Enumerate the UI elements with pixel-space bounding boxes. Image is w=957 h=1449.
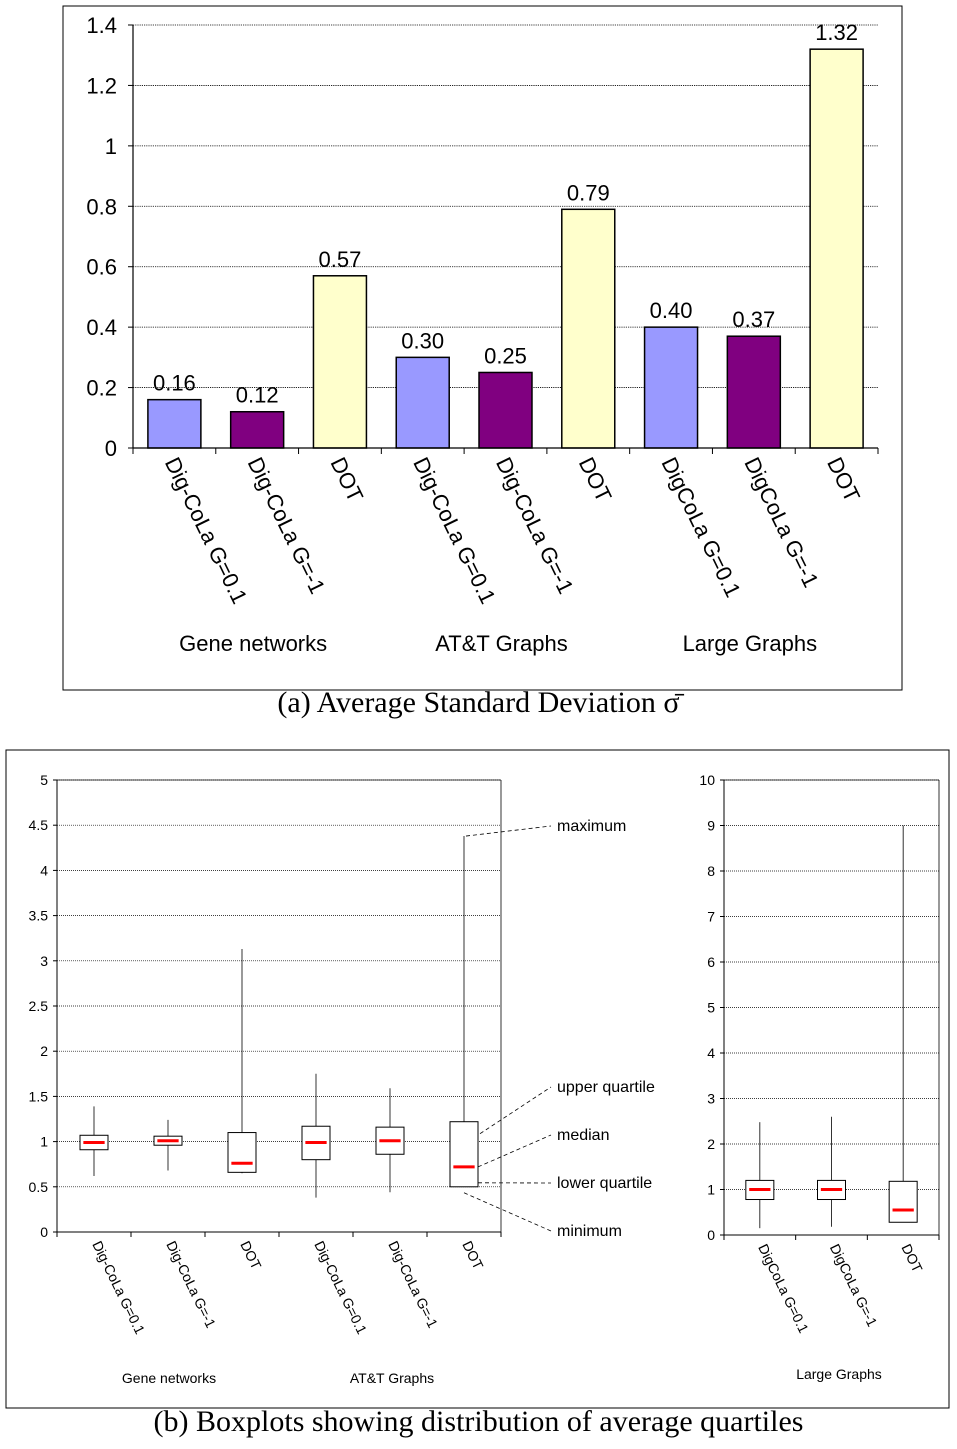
a-group-label: AT&T Graphs <box>435 631 567 656</box>
b-y-tick-label: 2 <box>40 1043 48 1059</box>
b-y-tick-label: 3 <box>40 953 48 969</box>
a-bar <box>643 326 699 449</box>
b-y-tick-label: 3.5 <box>29 908 49 924</box>
b-box <box>227 1132 257 1173</box>
a-group-label: Large Graphs <box>683 631 818 656</box>
a-bar <box>229 410 285 449</box>
chart-b-frame <box>5 749 950 1409</box>
b-y-tick-label: 9 <box>707 818 715 834</box>
b-y-tick-label: 5 <box>40 772 48 788</box>
a-bar-value-label: 0.25 <box>484 343 527 368</box>
a-bar <box>147 398 202 449</box>
caption-b: (b) Boxplots showing distribution of ave… <box>153 1405 804 1438</box>
a-bar <box>561 208 616 449</box>
b-y-tick-label: 0.5 <box>29 1179 49 1195</box>
a-bar <box>809 48 864 449</box>
a-y-tick-label: 0.4 <box>86 315 117 340</box>
b-y-tick-label: 1 <box>40 1134 48 1150</box>
a-bar-value-label: 0.40 <box>650 298 693 323</box>
b-box <box>449 1121 479 1188</box>
a-bar-value-label: 0.79 <box>567 180 610 205</box>
b-y-tick-label: 6 <box>707 954 715 970</box>
a-y-tick-label: 0.6 <box>86 255 117 280</box>
b-y-tick-label: 4 <box>707 1045 715 1061</box>
b-box <box>888 1180 918 1223</box>
a-bar <box>726 335 782 449</box>
b-y-tick-label: 1 <box>707 1182 715 1198</box>
b-annotation-label: lower quartile <box>557 1175 652 1192</box>
b-annotation-label: maximum <box>557 818 626 835</box>
a-y-tick-label: 0 <box>105 436 117 461</box>
a-y-tick-label: 1 <box>105 134 117 159</box>
a-bar-value-label: 0.12 <box>236 383 279 408</box>
a-y-tick-label: 1.4 <box>86 13 117 38</box>
b-y-tick-label: 3 <box>707 1091 715 1107</box>
a-bar-value-label: 0.37 <box>732 307 775 332</box>
b-annotation-leader <box>465 825 552 837</box>
b-y-tick-label: 8 <box>707 863 715 879</box>
a-y-tick-label: 1.2 <box>86 73 117 98</box>
b-y-tick-label: 4.5 <box>29 817 49 833</box>
b-y-tick-label: 0 <box>40 1224 48 1240</box>
b-annotation-label: minimum <box>557 1223 622 1240</box>
b-y-tick-label: 4 <box>40 862 48 878</box>
b-y-tick-label: 10 <box>699 772 715 788</box>
b-y-tick-label: 0 <box>707 1227 715 1243</box>
caption-a: (a) Average Standard Deviation σ̄ <box>277 686 680 719</box>
b-y-tick-label: 5 <box>707 1000 715 1016</box>
b-group-label: AT&T Graphs <box>350 1370 434 1386</box>
b-y-tick-label: 7 <box>707 909 715 925</box>
b-annotation-leader <box>463 1192 552 1232</box>
b-annotation-label: upper quartile <box>557 1079 655 1096</box>
a-bar <box>312 275 368 449</box>
b-y-tick-label: 2 <box>707 1136 715 1152</box>
b-annotation-leader <box>477 1134 552 1168</box>
b-annotation-leader <box>479 1086 552 1135</box>
b-group-label: Large Graphs <box>796 1366 882 1382</box>
b-y-tick-label: 1.5 <box>29 1088 49 1104</box>
a-group-label: Gene networks <box>179 631 327 656</box>
a-bar <box>478 371 533 449</box>
a-bar-value-label: 0.57 <box>319 247 362 272</box>
a-bar-value-label: 1.32 <box>815 20 858 45</box>
b-annotation-label: median <box>557 1127 609 1144</box>
a-y-tick-label: 0.8 <box>86 194 117 219</box>
a-bar <box>395 356 450 449</box>
a-bar-value-label: 0.30 <box>401 328 444 353</box>
b-y-tick-label: 2.5 <box>29 998 49 1014</box>
b-group-label: Gene networks <box>122 1370 216 1386</box>
a-bar-value-label: 0.16 <box>153 371 196 396</box>
a-y-tick-label: 0.2 <box>86 376 117 401</box>
